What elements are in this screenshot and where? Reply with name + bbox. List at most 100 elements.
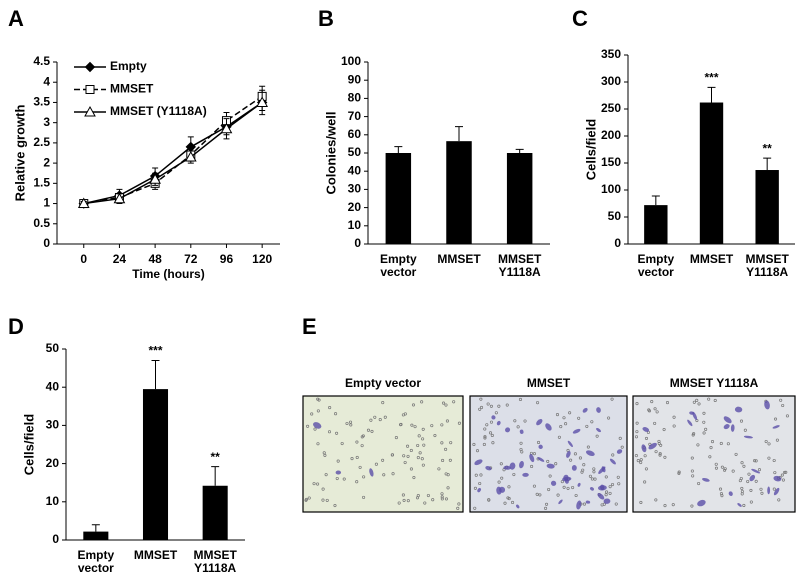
bar — [142, 389, 169, 540]
panel-label: A — [8, 6, 24, 31]
y-tick-label: 3 — [43, 115, 50, 129]
pore — [457, 502, 461, 506]
cell — [737, 503, 742, 507]
pore — [582, 502, 587, 506]
pore — [585, 424, 589, 428]
y-tick-label: 0 — [354, 236, 361, 250]
pore — [416, 443, 420, 448]
cell — [546, 463, 555, 469]
pore — [420, 400, 424, 404]
pore — [593, 477, 597, 481]
pore — [374, 462, 378, 466]
pore — [777, 498, 781, 502]
pore — [483, 435, 487, 439]
pore — [490, 433, 494, 437]
pore — [663, 504, 667, 508]
pore — [366, 428, 371, 432]
y-axis-label: Relative growth — [12, 105, 27, 202]
pore — [695, 398, 699, 402]
pore — [402, 454, 406, 458]
cell — [571, 465, 577, 471]
y-tick-label: 50 — [46, 341, 60, 355]
marker — [220, 122, 233, 134]
pore — [672, 415, 676, 419]
pore — [536, 440, 541, 445]
pore — [370, 429, 374, 433]
pore — [702, 431, 706, 435]
y-axis-label: Colonies/well — [323, 111, 338, 194]
pore — [503, 501, 507, 505]
error-bar — [651, 195, 660, 206]
pore — [659, 443, 663, 447]
pore — [753, 459, 757, 463]
y-tick-label: 250 — [601, 101, 621, 115]
pore — [662, 428, 666, 432]
pore — [555, 413, 560, 417]
pore — [709, 446, 713, 450]
pore — [639, 460, 643, 465]
pore — [772, 458, 776, 463]
pore — [742, 464, 746, 468]
legend-marker — [84, 105, 96, 117]
legend-marker — [85, 85, 95, 94]
bar — [385, 153, 412, 244]
cell — [609, 458, 616, 465]
pore — [602, 502, 606, 506]
pore — [604, 493, 608, 497]
pore — [578, 456, 582, 460]
pore — [731, 469, 735, 473]
cell — [582, 407, 588, 413]
pore — [325, 498, 329, 502]
pore — [342, 477, 346, 481]
pore — [373, 415, 377, 419]
pore — [507, 497, 511, 501]
x-tick-label: 48 — [148, 252, 162, 266]
pore — [544, 506, 548, 510]
image-title: MMSET Y1118A — [670, 376, 759, 390]
pore — [757, 468, 762, 472]
pore — [719, 492, 723, 496]
pore — [397, 501, 401, 505]
cell — [491, 415, 496, 420]
error-bar — [394, 146, 403, 153]
bar — [699, 102, 724, 245]
cell — [603, 498, 611, 504]
significance: *** — [704, 71, 718, 85]
y-tick-label: 1.5 — [33, 176, 50, 190]
y-tick-label: 150 — [601, 155, 621, 169]
pore — [610, 397, 614, 401]
pore — [654, 450, 658, 454]
y-tick-label: 100 — [341, 54, 361, 68]
significance: *** — [148, 344, 162, 358]
pore — [719, 441, 723, 446]
pore — [714, 466, 718, 470]
pore — [355, 440, 359, 444]
pore — [562, 416, 566, 420]
y-tick-label: 20 — [348, 200, 362, 214]
cell — [723, 416, 732, 424]
bar — [202, 485, 228, 540]
pore — [457, 421, 461, 425]
pore — [519, 441, 523, 445]
cell — [641, 444, 647, 453]
pore — [391, 472, 395, 476]
pore — [313, 427, 317, 431]
pore — [566, 486, 570, 490]
legend-label: Empty — [110, 59, 147, 73]
pore — [440, 441, 444, 445]
pore — [360, 444, 364, 448]
cell — [522, 472, 529, 477]
x-tick-label: 0 — [80, 252, 87, 266]
bar — [644, 205, 668, 244]
pore — [519, 447, 523, 452]
x-tick-label: 72 — [184, 252, 198, 266]
series-line — [83, 101, 263, 205]
pore — [426, 493, 430, 498]
pore — [747, 472, 751, 476]
pore — [738, 479, 742, 483]
pore — [710, 440, 715, 444]
pore — [355, 455, 359, 460]
x-tick-label: MMSET Y1118A — [498, 252, 542, 279]
error-bar — [151, 359, 160, 390]
